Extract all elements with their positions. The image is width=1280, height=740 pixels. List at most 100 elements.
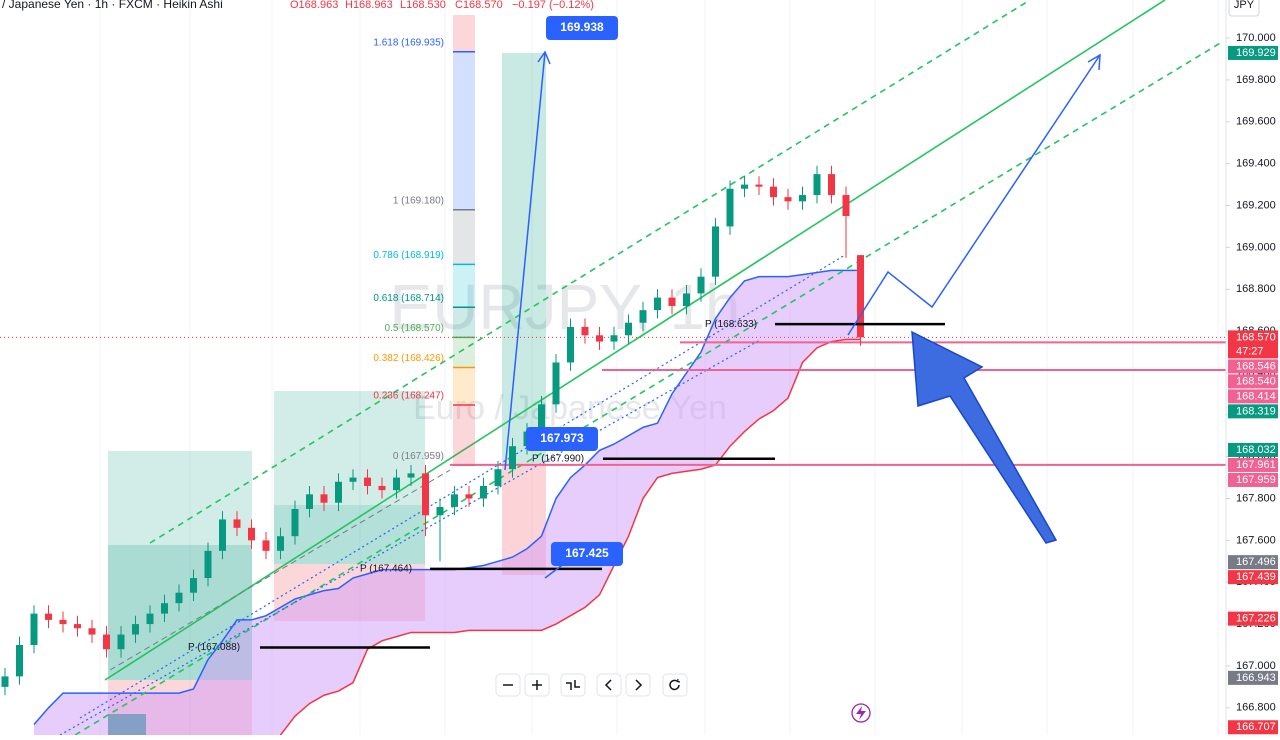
candle-body: [436, 506, 444, 516]
fib-top: [453, 15, 475, 52]
price-label-box: [1228, 555, 1278, 570]
change: −0.197 (−0.12%): [512, 0, 594, 11]
watermark: EURJPY, 1h Euro / Japanese Yen: [390, 271, 741, 427]
fib-zone: [453, 51, 475, 210]
fib-zone: [453, 264, 475, 308]
candle-body: [422, 473, 429, 516]
candle-body: [480, 485, 487, 499]
price-label-box: [1228, 442, 1278, 457]
ohlc-low: L168.530: [400, 0, 446, 11]
price-label-box: [1228, 720, 1278, 735]
candle-body: [552, 362, 560, 405]
price-label: 166.707: [1236, 721, 1276, 733]
price-label-box: [1228, 404, 1278, 419]
fib-zone: [453, 307, 475, 338]
price-label: 167.496: [1236, 556, 1276, 568]
scroll-right-button[interactable]: [625, 673, 651, 697]
price-label: 167.439: [1236, 571, 1276, 583]
candle-body: [233, 519, 241, 528]
candle-body: [117, 634, 125, 650]
reset-scale-button[interactable]: [560, 673, 586, 697]
callout-box: [551, 542, 623, 566]
candle-body: [30, 613, 38, 646]
price-label: 167.961: [1236, 459, 1276, 471]
candle-body: [291, 508, 299, 537]
scroll-left-button[interactable]: [596, 673, 622, 697]
fib-label: 0.5 (168.570): [385, 323, 445, 334]
cloud-fill: [34, 270, 861, 735]
header: / Japanese Yen · 1h · FXCM · Heikin Ashi…: [2, 0, 594, 11]
y-tick-label: 169.600: [1236, 116, 1276, 128]
flash-button[interactable]: [851, 703, 871, 723]
callout-box: [526, 427, 598, 451]
currency: JPY: [1234, 0, 1255, 11]
candle-body: [262, 540, 270, 551]
callout-label: 167.425: [565, 546, 609, 560]
candle-body: [799, 195, 806, 202]
price-label-box: [1228, 570, 1278, 585]
fib-zone: [453, 404, 475, 466]
price-label: 167.959: [1236, 474, 1276, 486]
candle-body: [190, 578, 197, 593]
candle-body: [364, 477, 371, 486]
zoom-out-button[interactable]: [495, 673, 521, 697]
price-label-box: [1228, 472, 1278, 487]
candle-body: [813, 174, 821, 196]
candle-body: [320, 494, 328, 503]
candle-body: [683, 293, 690, 306]
candle-body: [335, 481, 342, 503]
price-label-box: [1228, 330, 1278, 359]
countdown: 47:27: [1236, 345, 1264, 357]
price-label: 168.540: [1236, 375, 1276, 387]
price-label: 168.032: [1236, 444, 1276, 456]
price-label: 168.414: [1236, 390, 1276, 402]
candle-body: [494, 469, 502, 486]
fib-label: 1.618 (169.935): [373, 37, 444, 48]
y-tick-label: 169.800: [1236, 74, 1276, 86]
y-tick-label: 169.000: [1236, 241, 1276, 253]
candle-body: [132, 624, 139, 635]
vertical-grid: [99, 0, 1219, 735]
price-label: 168.570: [1236, 331, 1276, 343]
candle-body: [45, 613, 52, 620]
y-tick-label: 170.000: [1236, 32, 1276, 44]
candle-body: [509, 446, 516, 470]
candle-body: [16, 645, 23, 677]
candle-body: [378, 485, 386, 491]
candle-body: [219, 519, 226, 551]
fibonacci: 1.618 (169.935) 1 (169.180) 0.786 (168.919…: [373, 15, 475, 466]
candle-body: [393, 477, 400, 491]
trend-channel: [59, 0, 1223, 736]
candle-body: [1, 676, 9, 687]
y-tick-label: 167.600: [1236, 534, 1276, 546]
pivot-label: P (167.464): [360, 563, 412, 574]
candle-body: [654, 297, 661, 311]
candle-body: [755, 184, 763, 187]
reset-button[interactable]: [662, 673, 688, 697]
candle-body: [610, 335, 618, 342]
price-label-box: [1228, 457, 1278, 472]
fib-label: 0.618 (168.714): [373, 293, 444, 304]
zoom-in-button[interactable]: [524, 673, 550, 697]
price-label-box: [1228, 389, 1278, 404]
y-tick-label: 169.200: [1236, 199, 1276, 211]
candle-body: [103, 634, 110, 650]
candle-body: [88, 628, 96, 635]
candle-body: [567, 326, 574, 363]
candle-body: [407, 473, 415, 478]
candle-body: [770, 186, 777, 198]
fib-label: 0 (167.959): [393, 451, 444, 462]
candle-body: [668, 297, 676, 306]
callouts: 169.938 167.973 167.425: [526, 16, 623, 566]
pivots: P (168.633) P (167.990) P (167.464) P (167.…: [188, 319, 945, 653]
price-label-box: [1228, 374, 1278, 389]
ohlc-open: O168.963: [290, 0, 338, 11]
candle-body: [741, 184, 748, 189]
fib-label: 0.236 (168.247): [373, 391, 444, 402]
currency-button[interactable]: [1228, 0, 1260, 17]
candle-body: [697, 276, 705, 294]
candle-body: [248, 527, 255, 541]
candle-body: [857, 255, 864, 338]
